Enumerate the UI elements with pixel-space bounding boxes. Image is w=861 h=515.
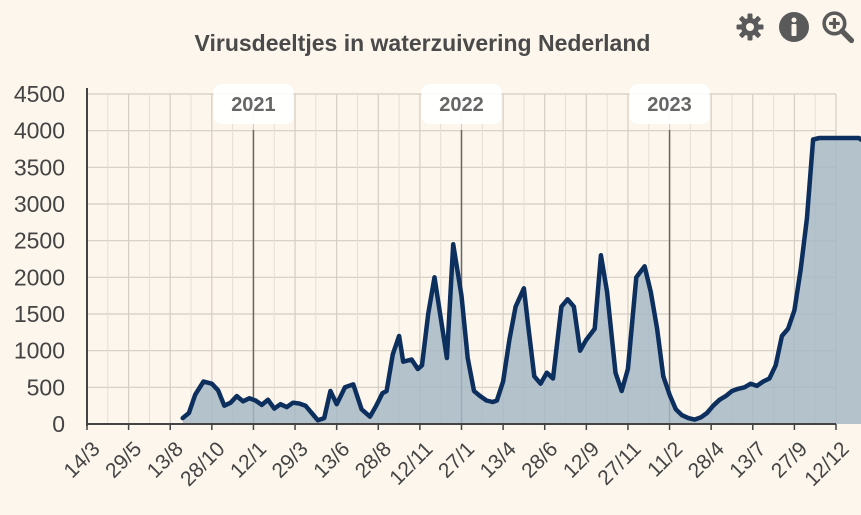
year-label-2023: 2023	[647, 94, 692, 116]
x-tick-label-1: 29/5	[101, 437, 146, 482]
y-tick-label-6: 3000	[14, 191, 65, 217]
y-tick-label-7: 3500	[14, 154, 65, 180]
series-area-0	[182, 138, 861, 424]
x-tick-label-5: 29/3	[268, 437, 313, 482]
chart-title: Virusdeeltjes in waterzuivering Nederlan…	[194, 30, 651, 56]
year-label-box-2022	[421, 84, 502, 124]
chart-toolbar	[733, 10, 855, 44]
x-tick-label-11: 28/6	[517, 437, 562, 482]
gear-icon[interactable]	[733, 10, 767, 44]
x-tick-label-4: 12/1	[226, 437, 271, 482]
y-axis-ticks: 0 500 1000 1500 2000 2500 3000 3500 4000 4500	[14, 81, 65, 437]
y-tick-label-4: 2000	[14, 264, 65, 290]
year-label-box-2021	[213, 84, 294, 124]
zoom-in-icon[interactable]	[821, 10, 855, 44]
x-tick-label-0: 14/3	[60, 437, 105, 482]
x-tick-label-14: 11/2	[643, 437, 687, 481]
series-line-0	[180, 135, 861, 423]
y-tick-label-9: 4500	[14, 81, 65, 107]
year-label-2022: 2022	[439, 94, 484, 116]
info-icon[interactable]	[777, 10, 811, 44]
y-tick-label-2: 1000	[14, 338, 65, 364]
x-axis-ticks: 14/329/513/828/1012/129/313/628/812/1127…	[60, 424, 854, 491]
x-tick-label-13: 27/11	[593, 437, 645, 489]
x-tick-label-6: 13/6	[309, 437, 354, 482]
x-tick-label-9: 27/1	[434, 437, 479, 482]
y-tick-label-0: 0	[52, 411, 65, 437]
x-tick-label-16: 13/7	[725, 437, 770, 482]
x-tick-label-15: 28/4	[684, 437, 729, 482]
y-tick-label-1: 500	[27, 374, 65, 400]
y-tick-label-5: 2500	[14, 228, 65, 254]
x-tick-label-18: 12/12	[800, 437, 853, 490]
year-label-box-2023	[629, 84, 710, 124]
year-label-2021: 2021	[231, 94, 276, 116]
year-labels: 2021 2022 2023	[213, 84, 710, 124]
x-tick-label-8: 12/11	[385, 437, 437, 489]
y-tick-label-3: 1500	[14, 301, 65, 327]
y-tick-label-8: 4000	[14, 118, 65, 144]
x-tick-label-3: 28/10	[176, 437, 229, 490]
x-tick-label-10: 13/4	[476, 437, 521, 482]
chart-series	[180, 135, 861, 424]
